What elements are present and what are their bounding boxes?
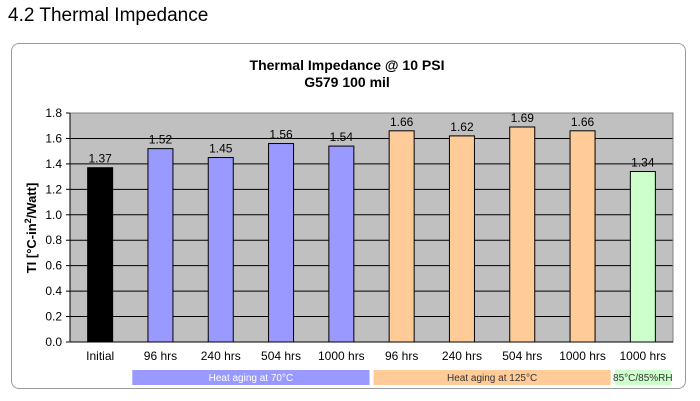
bar bbox=[328, 145, 355, 343]
y-axis-label-text: TI [°C-in bbox=[24, 223, 39, 273]
y-axis-label-unit: /Watt] bbox=[24, 183, 39, 219]
y-axis-label: TI [°C-in2/Watt] bbox=[23, 183, 39, 274]
x-tick-label: 1000 hrs bbox=[619, 349, 666, 363]
x-tick-label: 1000 hrs bbox=[318, 349, 365, 363]
x-tick-label: 504 hrs bbox=[261, 349, 301, 363]
y-tick-label: 0.2 bbox=[45, 310, 62, 324]
data-label: 1.62 bbox=[450, 120, 474, 134]
y-tick-label: 1.4 bbox=[45, 157, 62, 171]
bar bbox=[388, 130, 415, 343]
bar bbox=[629, 171, 656, 343]
chart-title: Thermal Impedance @ 10 PSI bbox=[250, 57, 445, 73]
y-tick-label: 1.8 bbox=[45, 106, 62, 120]
group-label: Heat aging at 125°C bbox=[447, 373, 537, 384]
data-label: 1.52 bbox=[149, 133, 173, 147]
data-label: 1.69 bbox=[511, 111, 535, 125]
group-band bbox=[614, 370, 671, 385]
data-label: 1.56 bbox=[269, 128, 293, 142]
chart-subtitle: G579 100 mil bbox=[304, 74, 390, 90]
x-tick-label: 96 hrs bbox=[385, 349, 418, 363]
y-tick-label: 1.0 bbox=[45, 208, 62, 222]
bar bbox=[569, 130, 596, 343]
x-tick-label: 1000 hrs bbox=[559, 349, 606, 363]
bar bbox=[509, 126, 536, 343]
x-tick-label: 240 hrs bbox=[442, 349, 482, 363]
y-tick-label: 1.6 bbox=[45, 131, 62, 145]
y-axis-label-superscript: 2 bbox=[23, 218, 33, 223]
x-tick-label: 96 hrs bbox=[144, 349, 177, 363]
data-label: 1.54 bbox=[330, 130, 354, 144]
group-label: Heat aging at 70°C bbox=[209, 373, 294, 384]
data-label: 1.66 bbox=[571, 115, 595, 129]
bar bbox=[268, 143, 295, 343]
data-label: 1.66 bbox=[390, 115, 414, 129]
data-label: 1.45 bbox=[209, 142, 233, 156]
y-tick-label: 0.6 bbox=[45, 259, 62, 273]
group-band bbox=[373, 370, 611, 385]
group-band bbox=[132, 370, 370, 385]
bar bbox=[147, 148, 174, 343]
y-tick-label: 1.2 bbox=[45, 182, 62, 196]
section-title: 4.2 Thermal Impedance bbox=[8, 5, 209, 26]
y-tick-label: 0.4 bbox=[45, 284, 62, 298]
bar bbox=[448, 135, 475, 343]
y-tick-label: 0.0 bbox=[45, 335, 62, 349]
x-tick-label: Initial bbox=[86, 349, 114, 363]
bar bbox=[207, 157, 234, 343]
data-label: 1.37 bbox=[88, 152, 112, 166]
x-tick-label: 504 hrs bbox=[502, 349, 542, 363]
group-label: 85°C/85%RH bbox=[613, 373, 673, 384]
y-tick-label: 0.8 bbox=[45, 233, 62, 247]
data-label: 1.34 bbox=[631, 156, 655, 170]
x-tick-label: 240 hrs bbox=[201, 349, 241, 363]
bar bbox=[87, 167, 114, 343]
